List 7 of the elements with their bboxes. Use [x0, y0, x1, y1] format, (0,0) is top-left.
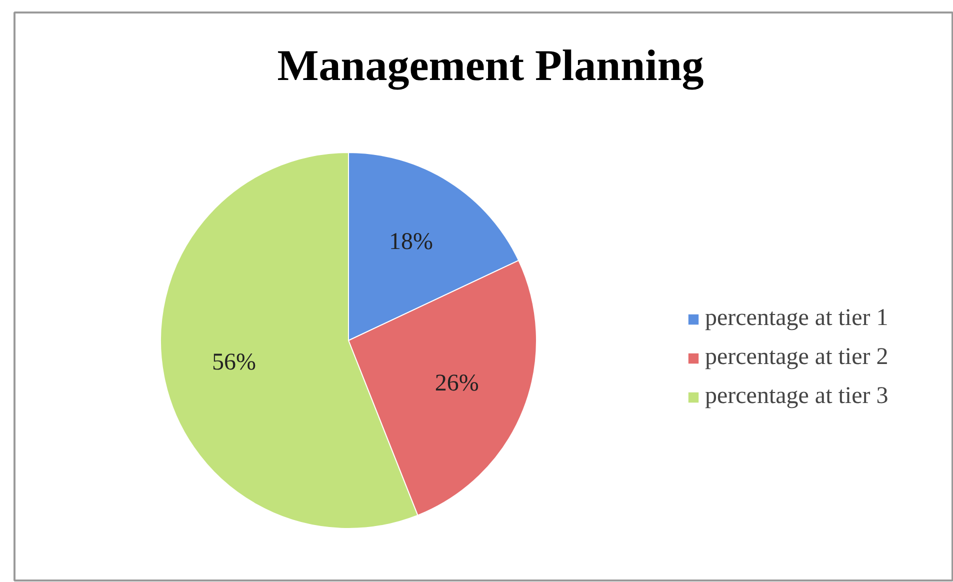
data-label: 56% — [212, 349, 256, 376]
data-label: 18% — [388, 229, 433, 256]
legend-label: percentage at tier 3 — [705, 383, 888, 410]
chart-title: Management Planning — [277, 41, 704, 90]
data-label: 26% — [434, 370, 479, 396]
legend-label: percentage at tier 1 — [705, 305, 888, 332]
legend-label: percentage at tier 2 — [705, 344, 888, 371]
